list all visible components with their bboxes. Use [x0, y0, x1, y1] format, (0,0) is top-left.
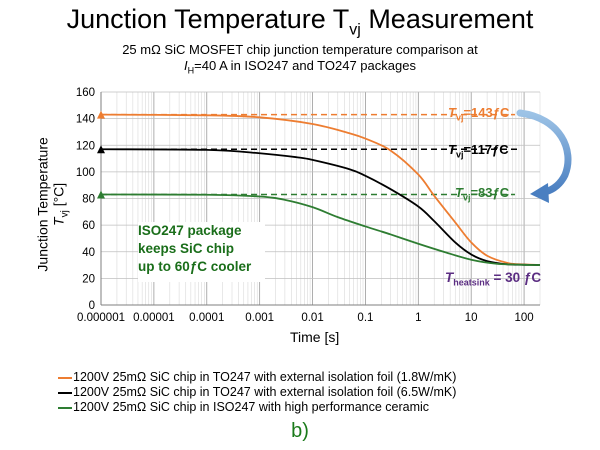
figure-label: b)	[291, 420, 309, 442]
y-tick-label: 100	[76, 167, 95, 179]
x-tick-label: 0.00001	[133, 312, 175, 324]
y-tick-label: 40	[82, 247, 95, 259]
legend-item-iso247: 1200V 25mΩ SiC chip in ISO247 with high …	[58, 400, 456, 415]
annotation-tvj-117: Tvj=117ƒC	[448, 142, 509, 160]
x-tick-label: 1	[415, 312, 421, 324]
y-tick-label: 120	[76, 140, 95, 152]
x-tick-label: 0.000001	[77, 312, 125, 324]
y-tick-label: 60	[82, 220, 95, 232]
chart-subtitle: 25 mΩ SiC MOSFET chip junction temperatu…	[122, 42, 478, 76]
x-tick-label: 0.001	[245, 312, 274, 324]
y-tick-label: 140	[76, 114, 95, 126]
y-axis-label: Junction Temperature Tvj [°C]	[34, 137, 71, 272]
cooler-line-3: up to 60ƒC cooler	[138, 259, 252, 274]
arrow-head	[530, 183, 549, 203]
annotation-tvj-83: Tvj=83ƒC	[455, 185, 510, 203]
x-tick-label: 0.1	[357, 312, 373, 324]
cooler-annotation-box: ISO247 package keeps SiC chip up to 60ƒC…	[138, 222, 265, 282]
comparison-arrow	[516, 109, 572, 203]
start-marker-to247_18	[97, 110, 105, 119]
arrow-body	[516, 109, 572, 196]
cooler-line-2: keeps SiC chip	[138, 241, 235, 256]
x-tick-label: 0.01	[301, 312, 323, 324]
x-tick-label: 0.0001	[189, 312, 224, 324]
series-lines	[100, 113, 541, 266]
legend: 1200V 25mΩ SiC chip in TO247 with extern…	[58, 370, 456, 415]
chart-title: Junction Temperature Tvj Measurement	[66, 4, 534, 39]
start-marker-to247_65	[97, 145, 105, 154]
annotation-heatsink: Theatsink = 30 ƒC	[445, 270, 542, 288]
y-tick-label: 80	[82, 194, 95, 206]
x-tick-label: 10	[465, 312, 478, 324]
series-line-iso247	[100, 193, 541, 266]
start-marker-iso247	[97, 190, 105, 199]
tick-labels: 0.000001 0.00001 0.0001 0.001 0.01 0.1 1 10 100 0…	[76, 87, 534, 324]
start-markers	[97, 110, 105, 199]
legend-item-to247-65: 1200V 25mΩ SiC chip in TO247 with extern…	[58, 385, 456, 400]
annotation-tvj-143: Tvj=143ƒC	[448, 105, 510, 123]
series-line-to247_18	[100, 113, 541, 266]
legend-item-to247-18: 1200V 25mΩ SiC chip in TO247 with extern…	[58, 370, 456, 385]
reference-dashed-lines	[101, 113, 520, 196]
x-axis-label: Time [s]	[290, 329, 340, 345]
cooler-line-1: ISO247 package	[138, 223, 242, 238]
y-tick-label: 20	[82, 273, 95, 285]
y-tick-label: 160	[76, 87, 95, 99]
y-tick-label: 0	[89, 300, 95, 312]
x-tick-label: 100	[514, 312, 533, 324]
